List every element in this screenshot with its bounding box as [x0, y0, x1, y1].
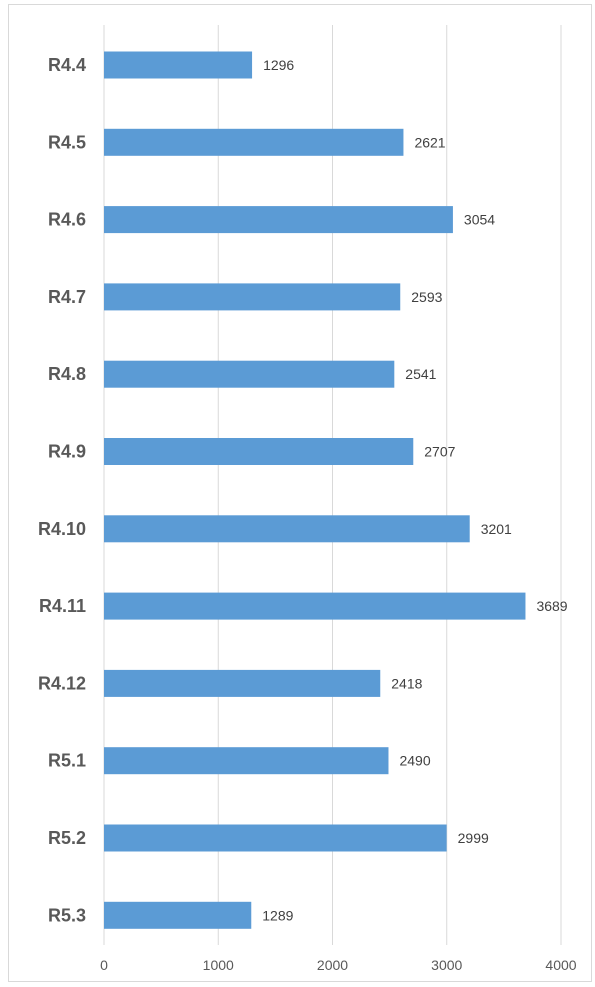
data-label: 2621 [414, 134, 445, 150]
data-label: 3054 [464, 212, 495, 228]
category-label: R4.10 [38, 519, 86, 539]
bar [104, 51, 253, 79]
category-label: R4.5 [48, 132, 86, 152]
labels: 0 1000 2000 3000 4000 R4.4 1296 R4.5 2621 R4.6 305… [38, 55, 577, 973]
bar [104, 747, 389, 775]
category-label: R4.7 [48, 287, 86, 307]
x-tick-label: 1000 [203, 957, 234, 973]
x-tick-label: 0 [100, 957, 108, 973]
category-label: R4.11 [39, 596, 86, 616]
data-label: 2707 [424, 444, 455, 460]
bar [104, 669, 381, 697]
bar [104, 206, 453, 234]
category-label: R4.9 [48, 442, 86, 462]
category-label: R5.2 [48, 828, 86, 848]
data-label: 2490 [399, 753, 430, 769]
bars [104, 51, 526, 929]
bar [104, 824, 447, 852]
category-label: R4.8 [48, 364, 86, 384]
bar [104, 592, 526, 620]
data-label: 2593 [411, 289, 442, 305]
category-label: R4.4 [48, 55, 86, 75]
bar [104, 515, 470, 543]
x-tick-label: 2000 [317, 957, 348, 973]
category-label: R4.12 [38, 673, 86, 693]
bar [104, 128, 404, 156]
data-label: 1296 [263, 57, 294, 73]
gridlines [103, 25, 562, 945]
data-label: 2541 [405, 366, 436, 382]
data-label: 2999 [458, 830, 489, 846]
bar [104, 360, 395, 388]
chart-frame [8, 4, 592, 982]
bar [104, 438, 414, 465]
category-label: R4.6 [48, 210, 86, 230]
bar [104, 901, 252, 929]
data-label: 3689 [536, 598, 567, 614]
bar [104, 283, 401, 311]
x-tick-label: 3000 [431, 957, 462, 973]
data-label: 1289 [262, 907, 293, 923]
data-label: 3201 [481, 521, 512, 537]
x-tick-label: 4000 [545, 957, 576, 973]
category-label: R5.3 [48, 905, 86, 925]
category-label: R5.1 [48, 751, 86, 771]
data-label: 2418 [391, 675, 422, 691]
